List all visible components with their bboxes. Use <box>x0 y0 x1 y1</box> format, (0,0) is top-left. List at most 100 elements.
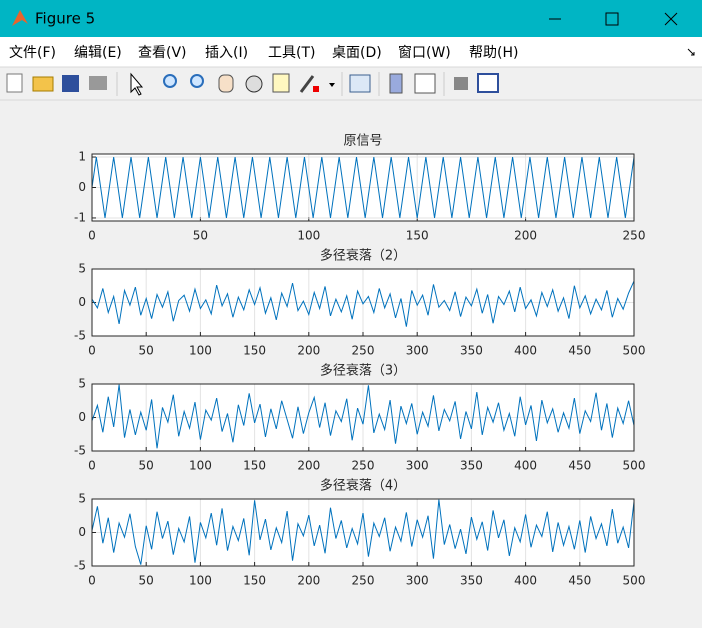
x-tick-label: 350 <box>460 574 483 588</box>
x-tick-label: 400 <box>514 459 537 473</box>
x-tick-label: 0 <box>88 459 96 473</box>
data-line <box>91 384 635 449</box>
zoom-out-icon[interactable] <box>190 74 204 88</box>
brush-icon[interactable] <box>299 75 315 93</box>
x-tick-label: 0 <box>88 229 96 243</box>
x-tick-label: 50 <box>139 344 154 358</box>
y-tick-label: 1 <box>78 150 86 164</box>
x-tick-label: 250 <box>352 344 375 358</box>
x-tick-label: 450 <box>568 459 591 473</box>
x-tick-label: 400 <box>514 344 537 358</box>
y-tick-label: -5 <box>74 329 86 343</box>
save-icon[interactable] <box>62 75 79 92</box>
x-tick-label: 300 <box>406 459 429 473</box>
x-tick-label: 200 <box>297 459 320 473</box>
x-tick-label: 200 <box>297 574 320 588</box>
data-line <box>91 156 635 219</box>
menu-item[interactable]: 插入(I) <box>205 45 248 61</box>
subplot: 多径衰落（4）0 50 100 150 200 250 300 350 400 450 500-50… <box>74 478 645 588</box>
brush-color <box>313 86 319 92</box>
x-tick-label: 350 <box>460 459 483 473</box>
pan-icon[interactable] <box>218 74 234 93</box>
menu-arrow[interactable] <box>687 48 695 56</box>
close-button[interactable] <box>664 12 678 26</box>
x-tick-label: 450 <box>568 574 591 588</box>
x-tick-label: 200 <box>514 229 537 243</box>
subplot-title: 多径衰落（4） <box>320 478 406 494</box>
y-tick-label: 0 <box>78 525 86 539</box>
x-tick-label: 0 <box>88 344 96 358</box>
x-tick-label: 350 <box>460 344 483 358</box>
data-line <box>91 280 635 327</box>
y-tick-label: 0 <box>78 180 86 194</box>
y-tick-label: -5 <box>74 444 86 458</box>
open-icon[interactable] <box>32 76 54 92</box>
window-title: Figure 5 <box>35 10 95 28</box>
rotate-icon[interactable] <box>245 75 263 93</box>
menu-item[interactable]: 窗口(W) <box>398 44 451 61</box>
x-tick-label: 150 <box>243 574 266 588</box>
pointer-icon[interactable] <box>130 72 144 96</box>
x-tick-label: 50 <box>139 574 154 588</box>
x-tick-label: 250 <box>352 459 375 473</box>
link-icon[interactable] <box>349 74 371 93</box>
x-tick-label: 50 <box>193 229 208 243</box>
subplot-title: 原信号 <box>343 134 382 149</box>
app-icon <box>12 10 28 26</box>
dock-icon[interactable] <box>477 73 499 93</box>
subplot: 多径衰落（2）0 50 100 150 200 250 300 350 400 450 500-50… <box>74 248 645 358</box>
axes-box <box>91 498 635 567</box>
axes-box <box>91 153 635 222</box>
legend-icon[interactable] <box>414 73 436 94</box>
y-tick-label: -1 <box>74 210 86 224</box>
y-tick-label: 5 <box>78 377 86 391</box>
x-tick-label: 450 <box>568 344 591 358</box>
axes-box <box>91 268 635 337</box>
x-tick-label: 100 <box>189 344 212 358</box>
maximize-button[interactable] <box>605 12 619 26</box>
menu-item[interactable]: 桌面(D) <box>332 45 382 61</box>
menu-item[interactable]: 编辑(E) <box>74 45 122 61</box>
menu-item[interactable]: 工具(T) <box>268 45 315 61</box>
x-tick-label: 200 <box>297 344 320 358</box>
axes-box <box>91 383 635 452</box>
new-icon[interactable] <box>6 73 23 93</box>
subplot-title: 多径衰落（3） <box>320 363 406 379</box>
x-tick-label: 300 <box>406 344 429 358</box>
print-icon[interactable] <box>89 76 107 90</box>
toolbar <box>6 72 499 96</box>
x-tick-label: 500 <box>623 344 646 358</box>
brush-dropdown[interactable] <box>329 83 335 87</box>
x-tick-label: 250 <box>352 574 375 588</box>
x-tick-label: 150 <box>243 459 266 473</box>
x-tick-label: 150 <box>243 344 266 358</box>
x-tick-label: 250 <box>623 229 646 243</box>
x-tick-label: 500 <box>623 574 646 588</box>
y-tick-label: 5 <box>78 262 86 276</box>
x-tick-label: 100 <box>189 459 212 473</box>
x-tick-label: 300 <box>406 574 429 588</box>
colorbar-icon[interactable] <box>389 73 403 94</box>
y-tick-label: -5 <box>74 559 86 573</box>
x-tick-label: 500 <box>623 459 646 473</box>
y-tick-label: 0 <box>78 410 86 424</box>
hide-tools-icon[interactable] <box>454 77 468 90</box>
menu-group: 文件(F) 编辑(E) 查看(V) 插入(I) 工具(T) 桌面(D) 窗口(W) 帮助(H) <box>9 44 518 61</box>
x-tick-label: 100 <box>297 229 320 243</box>
x-tick-label: 0 <box>88 574 96 588</box>
y-tick-label: 0 <box>78 295 86 309</box>
menu-bar <box>0 37 702 67</box>
x-tick-label: 50 <box>139 459 154 473</box>
x-tick-label: 400 <box>514 574 537 588</box>
menu-item[interactable]: 帮助(H) <box>469 45 518 61</box>
y-tick-label: 5 <box>78 492 86 506</box>
menu-item[interactable]: 文件(F) <box>9 45 56 61</box>
menu-item[interactable]: 查看(V) <box>138 45 187 61</box>
title-bar <box>0 0 702 37</box>
zoom-in-icon[interactable] <box>163 74 177 88</box>
datatip-icon[interactable] <box>272 73 290 93</box>
